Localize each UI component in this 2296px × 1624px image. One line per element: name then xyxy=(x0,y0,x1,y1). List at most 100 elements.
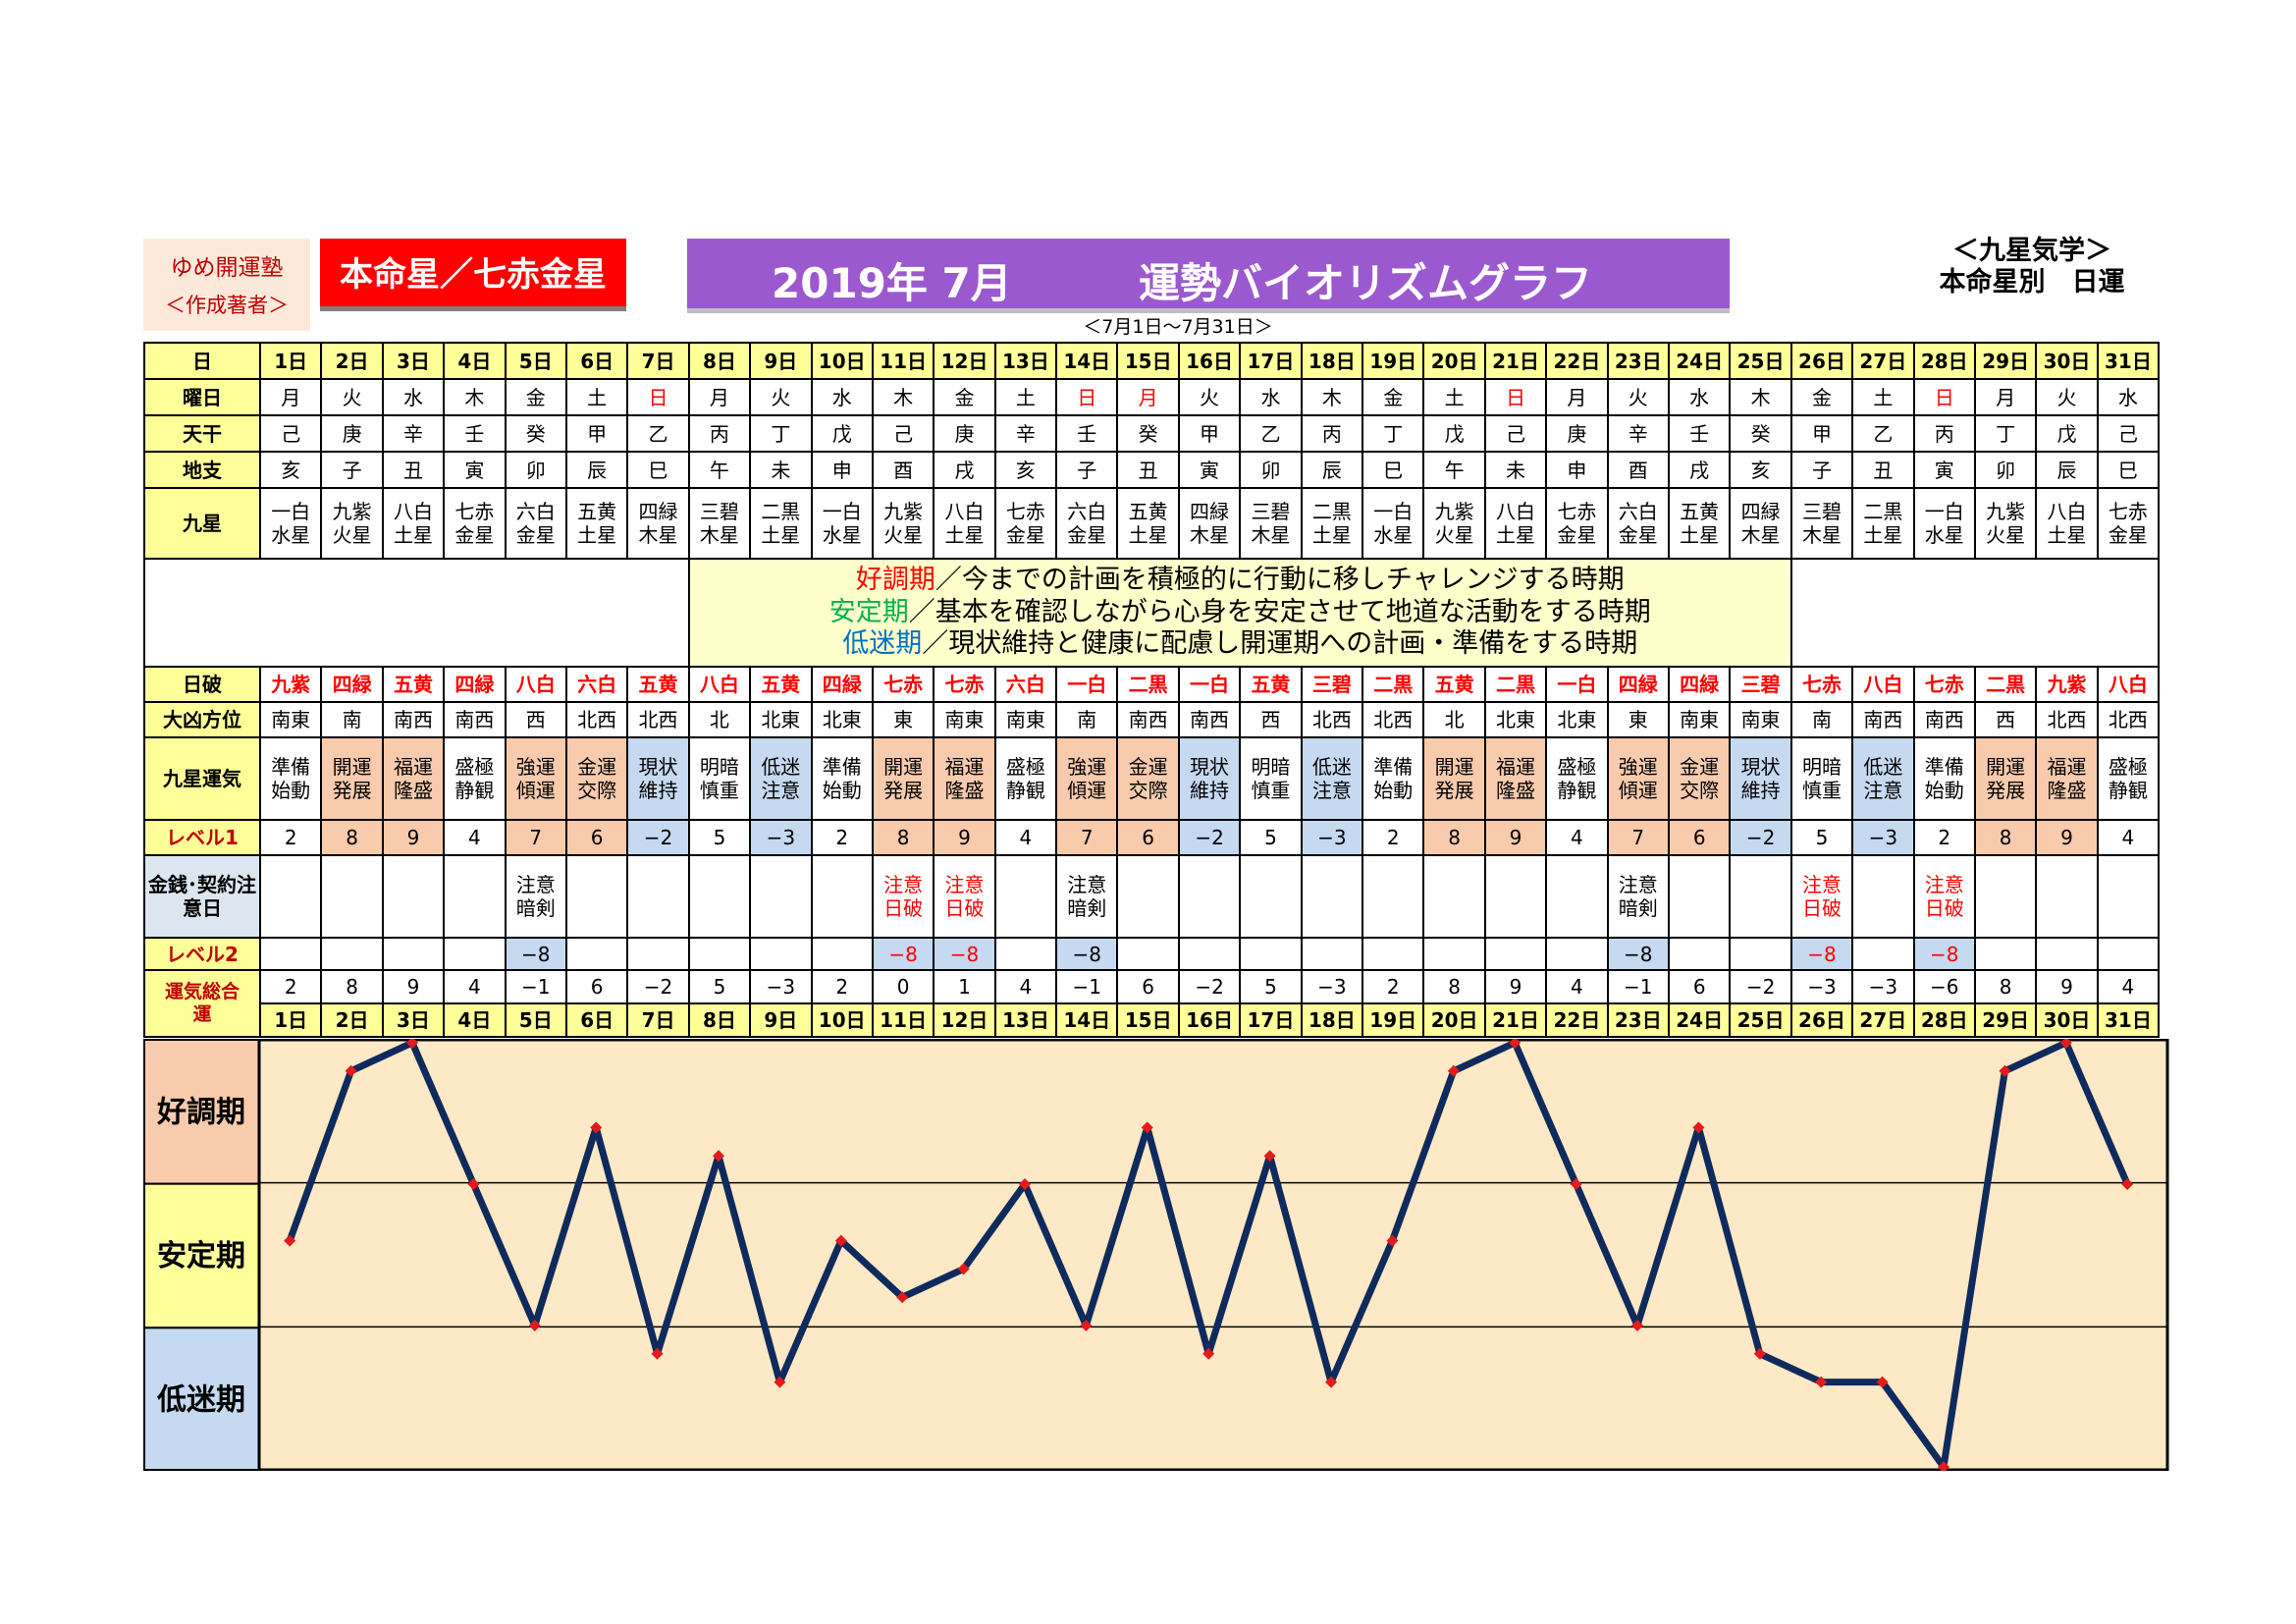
kyusei-cell: 八白 土星 xyxy=(1483,487,1548,560)
weekday-cell: 土 xyxy=(1422,378,1486,416)
level1-cell: −2 xyxy=(1177,819,1242,856)
unki-bottom: 発展 xyxy=(883,779,924,802)
hiha-cell: 五黄 xyxy=(1239,666,1303,703)
day-cell: 14日 xyxy=(1055,342,1119,380)
data-point xyxy=(896,1291,909,1304)
direction-cell: 北西 xyxy=(1362,701,1425,738)
unki-top: 準備 xyxy=(822,755,862,779)
kyusei-bottom: 木星 xyxy=(699,523,739,547)
row-unki-label: 九星運気 xyxy=(143,736,261,821)
tenkan-cell: 己 xyxy=(871,414,935,453)
chishi-cell: 亥 xyxy=(258,451,323,489)
legend-blank-left xyxy=(143,558,690,668)
level1-cell: 5 xyxy=(1789,819,1854,856)
honmei-star-label: 本命星／七赤金星 xyxy=(320,239,626,311)
day-footer-cell: 5日 xyxy=(504,1002,567,1038)
kyusei-bottom: 土星 xyxy=(1128,523,1168,547)
row-money: 金銭･契約注意日 注意 暗剣 注意 日破 注意 日破 注意 暗剣 注意 暗剣 注意 日破 注意 日破 xyxy=(143,854,2161,939)
unki-cell: 低迷 注意 xyxy=(1300,736,1364,821)
day-footer-cell: 6日 xyxy=(564,1002,629,1038)
unki-cell: 低迷 注意 xyxy=(1851,736,1915,821)
level2-cell: −8 xyxy=(504,937,567,971)
tenkan-cell: 己 xyxy=(1483,414,1548,453)
tenkan-cell: 己 xyxy=(258,414,323,453)
money-top: 注意 xyxy=(1067,873,1107,896)
unki-bottom: 始動 xyxy=(1373,779,1414,802)
unki-bottom: 傾運 xyxy=(1618,779,1658,802)
level1-cell: 8 xyxy=(871,819,935,856)
band-good-label-bg xyxy=(143,1039,260,1185)
weekday-cell: 火 xyxy=(2035,378,2099,416)
direction-cell: 北西 xyxy=(564,701,629,738)
data-point xyxy=(406,1039,418,1049)
tenkan-cell: 丁 xyxy=(1973,414,2038,453)
weekday-cell: 木 xyxy=(1729,378,1792,416)
kyusei-top: 八白 xyxy=(944,500,985,523)
data-point xyxy=(957,1263,970,1275)
tenkan-cell: 丁 xyxy=(749,414,813,453)
money-bottom: 日破 xyxy=(944,896,985,920)
level1-cell: −2 xyxy=(1729,819,1792,856)
unki-cell: 金運 交際 xyxy=(1667,736,1732,821)
day-footer-cell: 31日 xyxy=(2096,1002,2161,1038)
total-cell: 2 xyxy=(258,969,323,1004)
unki-top: 福運 xyxy=(393,755,433,779)
tenkan-cell: 庚 xyxy=(320,414,384,453)
kyusei-top: 七赤 xyxy=(1557,500,1597,523)
direction-cell: 南西 xyxy=(443,701,507,738)
row-hiha: 日破 九紫 四緑 五黄 四緑 八白 六白 五黄 八白 五黄 四緑 七赤 七赤 六白 一白 二黒 一白 五黄 三碧 二黒… xyxy=(143,666,2161,703)
day-cell: 15日 xyxy=(1116,342,1180,380)
day-footer-cell: 10日 xyxy=(810,1002,874,1038)
unki-cell: 盛極 静観 xyxy=(1545,736,1609,821)
hiha-cell: 八白 xyxy=(504,666,567,703)
money-top: 注意 xyxy=(883,873,924,896)
kyusei-bottom: 土星 xyxy=(1311,523,1352,547)
level2-cell xyxy=(1851,937,1915,971)
hiha-cell: 三碧 xyxy=(1300,666,1364,703)
day-cell: 30日 xyxy=(2035,342,2099,380)
level2-cell xyxy=(687,937,752,971)
total-cell: 6 xyxy=(1116,969,1180,1004)
level2-cell xyxy=(443,937,507,971)
day-cell: 23日 xyxy=(1606,342,1670,380)
money-cell: 注意 日破 xyxy=(871,854,935,939)
unki-bottom: 交際 xyxy=(1680,779,1720,802)
unki-cell: 盛極 静観 xyxy=(443,736,507,821)
kyusei-cell: 一白 水星 xyxy=(1912,487,1976,560)
weekday-cell: 水 xyxy=(381,378,446,416)
day-cell: 9日 xyxy=(749,342,813,380)
band-low-label-bg xyxy=(143,1326,260,1471)
chishi-cell: 申 xyxy=(1545,451,1609,489)
money-cell: 注意 日破 xyxy=(1789,854,1854,939)
row-direction-label: 大凶方位 xyxy=(143,701,261,738)
level1-cell: 2 xyxy=(810,819,874,856)
data-point xyxy=(713,1150,724,1163)
chishi-cell: 卯 xyxy=(504,451,567,489)
level2-cell xyxy=(1667,937,1732,971)
chishi-cell: 戌 xyxy=(1667,451,1732,489)
unki-bottom: 交際 xyxy=(577,779,617,802)
hiha-cell: 六白 xyxy=(564,666,629,703)
chishi-cell: 辰 xyxy=(2035,451,2099,489)
day-footer-cell: 29日 xyxy=(1973,1002,2038,1038)
weekday-cell: 木 xyxy=(1300,378,1364,416)
row-level2: レベル2 −8 −8 −8 −8 −8 −8 −8 xyxy=(143,937,2161,971)
kyusei-top: 八白 xyxy=(2047,500,2087,523)
total-cell: 0 xyxy=(871,969,935,1004)
kyusei-cell: 六白 金星 xyxy=(504,487,567,560)
kyusei-top: 六白 xyxy=(1618,500,1658,523)
hiha-cell: 七赤 xyxy=(933,666,996,703)
unki-top: 強運 xyxy=(1618,755,1658,779)
money-cell xyxy=(320,854,384,939)
unki-bottom: 始動 xyxy=(822,779,862,802)
level1-cell: −3 xyxy=(1300,819,1364,856)
unki-top: 開運 xyxy=(332,755,372,779)
money-cell xyxy=(1729,854,1792,939)
kyusei-bottom: 木星 xyxy=(1190,523,1230,547)
direction-cell: 南西 xyxy=(381,701,446,738)
chishi-cell: 卯 xyxy=(1239,451,1303,489)
unki-cell: 開運 発展 xyxy=(1973,736,2038,821)
unki-cell: 開運 発展 xyxy=(871,736,935,821)
hiha-cell: 九紫 xyxy=(258,666,323,703)
